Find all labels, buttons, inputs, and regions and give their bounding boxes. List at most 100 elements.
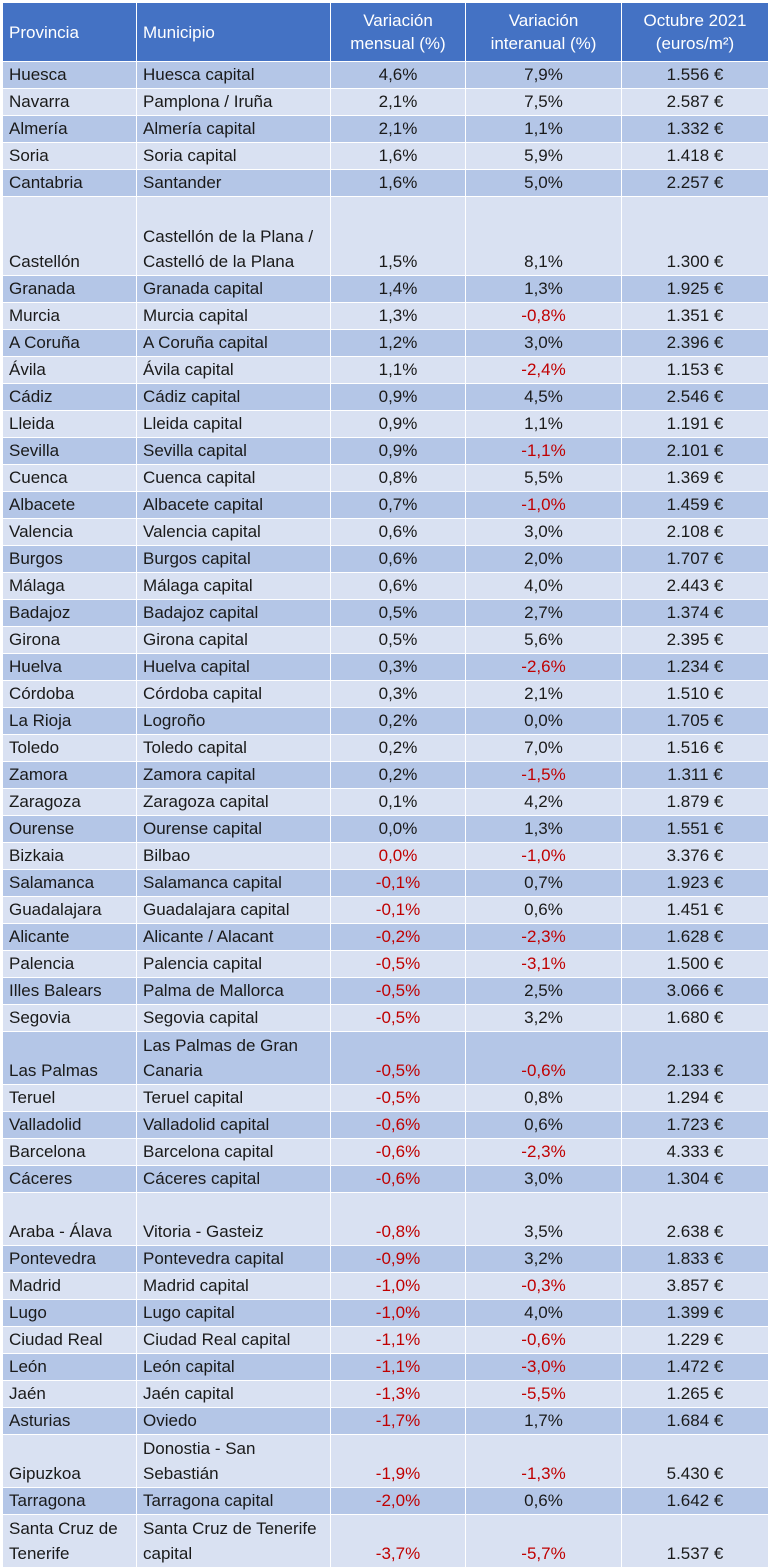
cell-precio: 1.684 € — [622, 1408, 768, 1435]
cell-provincia: Almería — [3, 116, 137, 143]
cell-municipio: Bilbao — [137, 843, 331, 870]
cell-variacion-mensual: -0,9% — [331, 1246, 466, 1273]
cell-variacion-mensual: 1,3% — [331, 303, 466, 330]
cell-provincia: Asturias — [3, 1408, 137, 1435]
cell-provincia: Zamora — [3, 762, 137, 789]
cell-variacion-interanual: -2,4% — [466, 357, 622, 384]
cell-precio: 3.376 € — [622, 843, 768, 870]
cell-variacion-interanual: -5,7% — [466, 1515, 622, 1568]
cell-provincia: Cuenca — [3, 465, 137, 492]
cell-variacion-interanual: -0,8% — [466, 303, 622, 330]
cell-variacion-mensual: 0,9% — [331, 438, 466, 465]
cell-variacion-interanual: -1,0% — [466, 492, 622, 519]
cell-variacion-interanual: 3,5% — [466, 1193, 622, 1246]
cell-municipio: Burgos capital — [137, 546, 331, 573]
cell-provincia: Castellón — [3, 197, 137, 276]
cell-variacion-mensual: 2,1% — [331, 116, 466, 143]
cell-precio: 1.451 € — [622, 897, 768, 924]
cell-precio: 1.265 € — [622, 1381, 768, 1408]
cell-variacion-mensual: 1,5% — [331, 197, 466, 276]
cell-precio: 2.108 € — [622, 519, 768, 546]
cell-provincia: León — [3, 1354, 137, 1381]
cell-variacion-interanual: -3,0% — [466, 1354, 622, 1381]
cell-provincia: Lugo — [3, 1300, 137, 1327]
cell-variacion-mensual: -0,6% — [331, 1139, 466, 1166]
cell-precio: 1.500 € — [622, 951, 768, 978]
cell-precio: 2.638 € — [622, 1193, 768, 1246]
cell-municipio: Murcia capital — [137, 303, 331, 330]
cell-provincia: Huesca — [3, 62, 137, 89]
cell-precio: 4.333 € — [622, 1139, 768, 1166]
cell-provincia: Valladolid — [3, 1112, 137, 1139]
cell-variacion-mensual: 0,3% — [331, 681, 466, 708]
cell-variacion-interanual: 2,5% — [466, 978, 622, 1005]
cell-precio: 1.642 € — [622, 1488, 768, 1515]
cell-precio: 1.516 € — [622, 735, 768, 762]
cell-precio: 1.879 € — [622, 789, 768, 816]
cell-precio: 1.418 € — [622, 143, 768, 170]
cell-variacion-mensual: -1,1% — [331, 1327, 466, 1354]
cell-municipio: Córdoba capital — [137, 681, 331, 708]
cell-variacion-mensual: 0,6% — [331, 519, 466, 546]
cell-municipio: Lugo capital — [137, 1300, 331, 1327]
cell-variacion-interanual: 2,7% — [466, 600, 622, 627]
cell-provincia: Santa Cruz de Tenerife — [3, 1515, 137, 1568]
cell-variacion-mensual: 0,6% — [331, 546, 466, 573]
cell-variacion-interanual: 0,0% — [466, 708, 622, 735]
cell-variacion-mensual: -0,6% — [331, 1166, 466, 1193]
cell-variacion-mensual: -0,6% — [331, 1112, 466, 1139]
cell-precio: 2.395 € — [622, 627, 768, 654]
cell-variacion-interanual: 1,1% — [466, 116, 622, 143]
cell-precio: 1.234 € — [622, 654, 768, 681]
cell-precio: 1.229 € — [622, 1327, 768, 1354]
cell-variacion-interanual: 3,0% — [466, 519, 622, 546]
cell-municipio: Lleida capital — [137, 411, 331, 438]
cell-municipio: Santander — [137, 170, 331, 197]
cell-variacion-mensual: -1,9% — [331, 1435, 466, 1488]
cell-provincia: Pontevedra — [3, 1246, 137, 1273]
cell-provincia: Palencia — [3, 951, 137, 978]
cell-municipio: Teruel capital — [137, 1085, 331, 1112]
cell-variacion-mensual: 0,1% — [331, 789, 466, 816]
cell-variacion-mensual: 0,0% — [331, 843, 466, 870]
cell-municipio: Jaén capital — [137, 1381, 331, 1408]
cell-variacion-interanual: 1,3% — [466, 816, 622, 843]
cell-variacion-interanual: 3,2% — [466, 1246, 622, 1273]
cell-precio: 1.723 € — [622, 1112, 768, 1139]
cell-municipio: Cádiz capital — [137, 384, 331, 411]
cell-variacion-mensual: 1,6% — [331, 143, 466, 170]
cell-provincia: Tarragona — [3, 1488, 137, 1515]
cell-precio: 2.443 € — [622, 573, 768, 600]
cell-variacion-interanual: -2,3% — [466, 1139, 622, 1166]
cell-variacion-interanual: 1,1% — [466, 411, 622, 438]
cell-provincia: Bizkaia — [3, 843, 137, 870]
cell-variacion-mensual: -1,7% — [331, 1408, 466, 1435]
cell-provincia: Cantabria — [3, 170, 137, 197]
cell-variacion-interanual: 4,0% — [466, 1300, 622, 1327]
cell-precio: 1.510 € — [622, 681, 768, 708]
cell-variacion-mensual: -3,7% — [331, 1515, 466, 1568]
cell-municipio: Valladolid capital — [137, 1112, 331, 1139]
cell-variacion-mensual: -0,2% — [331, 924, 466, 951]
cell-variacion-mensual: 2,1% — [331, 89, 466, 116]
table-header: Provincia Municipio Variación mensual (%… — [3, 3, 768, 62]
